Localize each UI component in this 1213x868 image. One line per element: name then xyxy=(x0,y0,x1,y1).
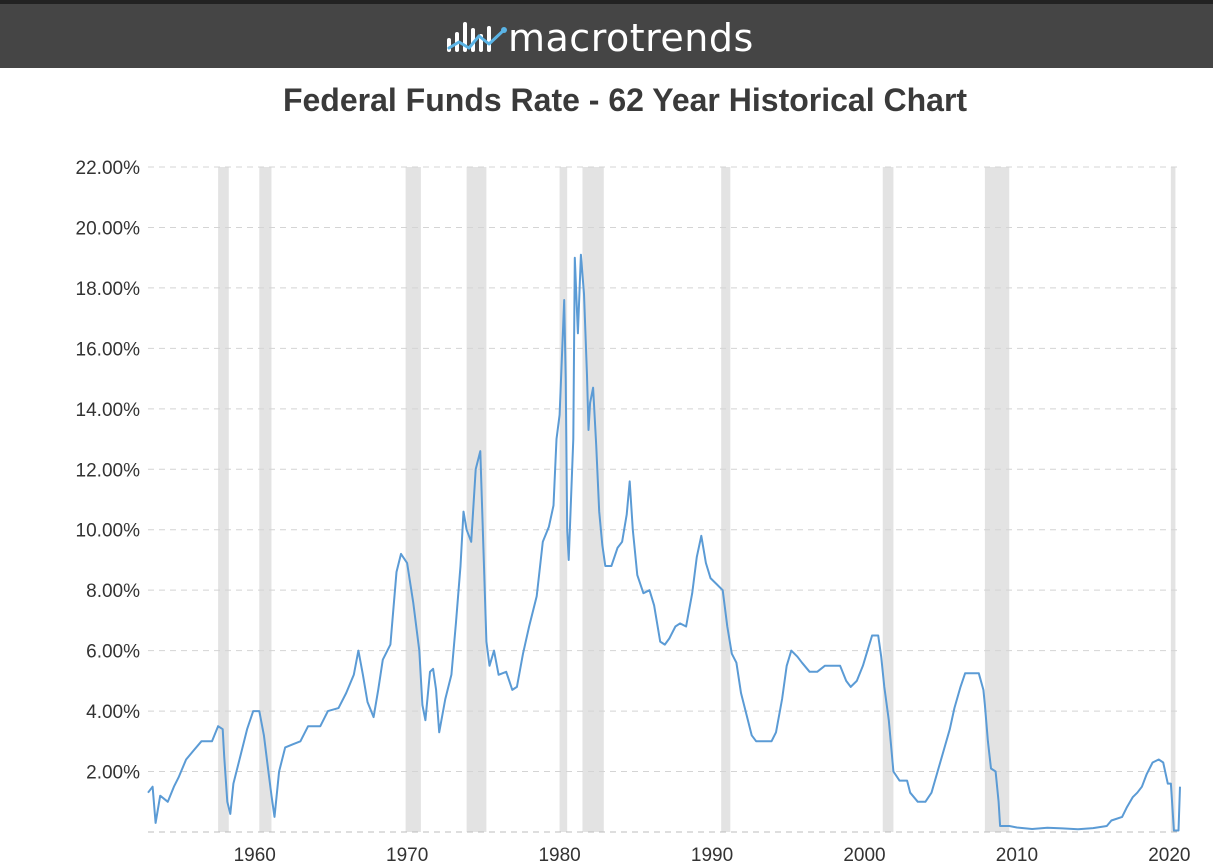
bar-chart-line-logo-icon xyxy=(447,22,507,52)
recession-band-2 xyxy=(405,167,421,832)
chart-title: Federal Funds Rate - 62 Year Historical … xyxy=(282,82,968,118)
y-tick-label-14: 14.00% xyxy=(76,400,141,421)
y-tick-label-16: 16.00% xyxy=(76,339,141,360)
y-tick-label-10: 10.00% xyxy=(76,521,141,542)
recession-band-5 xyxy=(582,167,604,832)
y-tick-label-2: 2.00% xyxy=(86,763,140,784)
y-tick-label-6: 6.00% xyxy=(86,642,140,663)
recession-band-4 xyxy=(559,167,568,832)
y-tick-label-12: 12.00% xyxy=(76,460,141,481)
series-line-0 xyxy=(147,253,1181,832)
recession-band-3 xyxy=(466,167,487,832)
x-tick-label-1990: 1990 xyxy=(691,845,733,866)
recession-band-0 xyxy=(218,167,229,832)
brand-name: macrotrends xyxy=(508,16,754,60)
y-tick-label-20: 20.00% xyxy=(76,218,141,239)
x-tick-label-2000: 2000 xyxy=(843,845,885,866)
macrotrends-logo[interactable]: macrotrends xyxy=(444,14,754,62)
y-tick-label-18: 18.00% xyxy=(76,279,141,300)
x-tick-label-2020: 2020 xyxy=(1148,845,1190,866)
x-tick-label-1970: 1970 xyxy=(386,845,428,866)
recession-band-6 xyxy=(721,167,731,832)
recession-band-1 xyxy=(259,167,272,832)
y-tick-label-8: 8.00% xyxy=(86,581,140,602)
recession-band-7 xyxy=(882,167,894,832)
recession-band-8 xyxy=(984,167,1010,832)
recession-band-9 xyxy=(1170,167,1176,832)
y-tick-label-22: 22.00% xyxy=(76,158,141,179)
x-tick-label-1980: 1980 xyxy=(538,845,580,866)
x-tick-label-2010: 2010 xyxy=(996,845,1038,866)
site-header: macrotrends xyxy=(0,0,1213,68)
y-tick-label-4: 4.00% xyxy=(86,702,140,723)
x-tick-label-1960: 1960 xyxy=(234,845,276,866)
